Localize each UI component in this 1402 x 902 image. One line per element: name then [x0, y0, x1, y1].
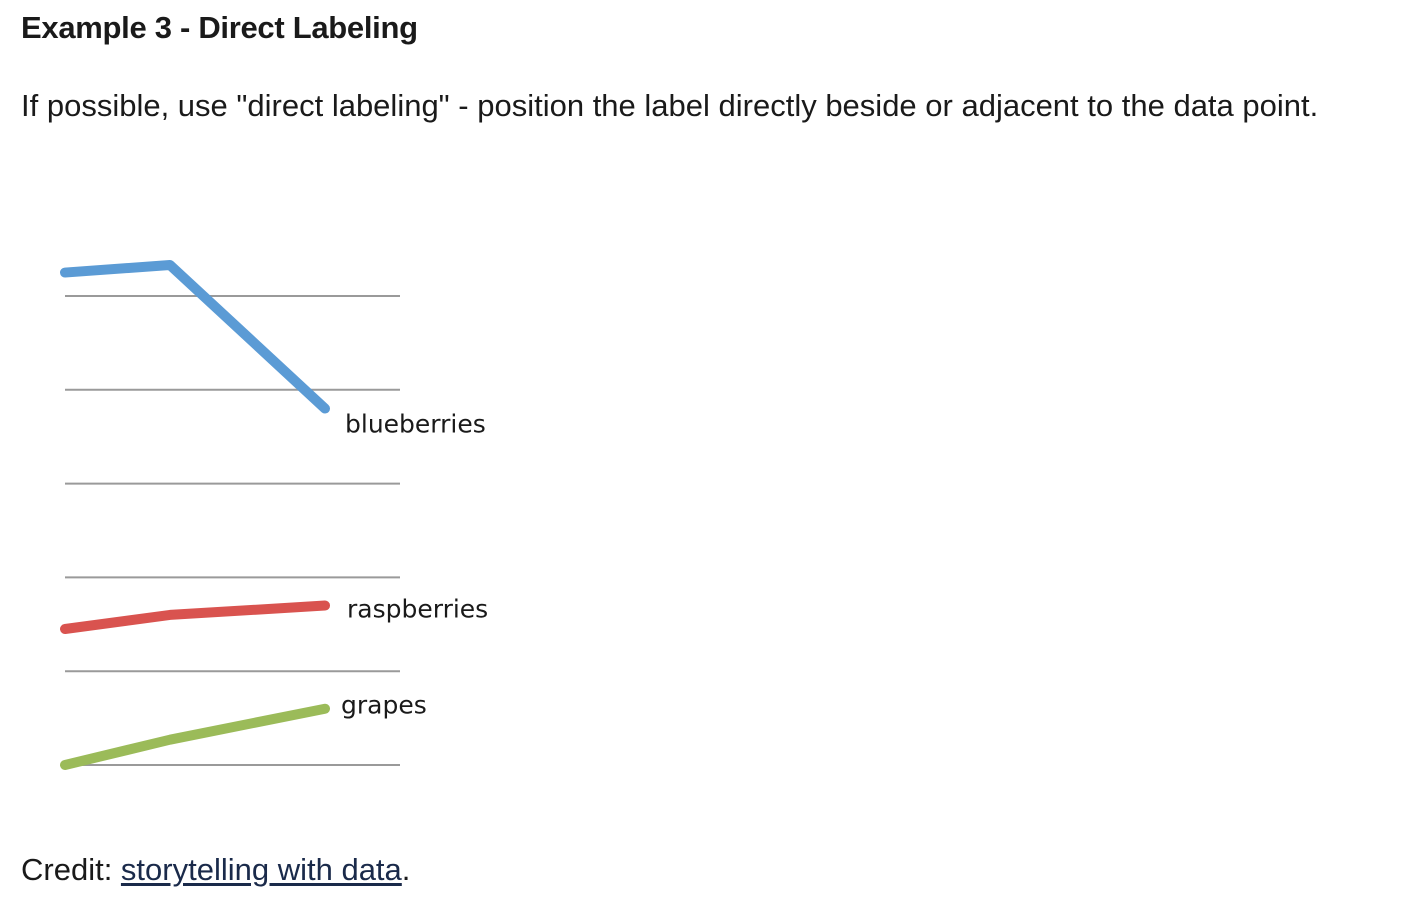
series-line-grapes — [60, 703, 330, 770]
series-label-raspberries: raspberries — [347, 595, 488, 624]
series-lines — [60, 260, 330, 770]
page-heading: Example 3 - Direct Labeling — [21, 10, 418, 45]
series-label-blueberries: blueberries — [345, 410, 486, 439]
series-labels: blueberries raspberries grapes — [341, 410, 488, 720]
credit-link[interactable]: storytelling with data — [120, 852, 402, 887]
series-label-grapes: grapes — [341, 691, 427, 720]
series-line-raspberries — [60, 600, 330, 634]
credit-prefix: Credit: — [21, 852, 121, 887]
gridlines — [65, 295, 400, 766]
credit-suffix: . — [401, 852, 411, 887]
series-line-blueberries — [60, 260, 330, 414]
credit-line: Credit: storytelling with data. — [21, 852, 410, 888]
intro-text: If possible, use "direct labeling" - pos… — [21, 88, 1319, 123]
